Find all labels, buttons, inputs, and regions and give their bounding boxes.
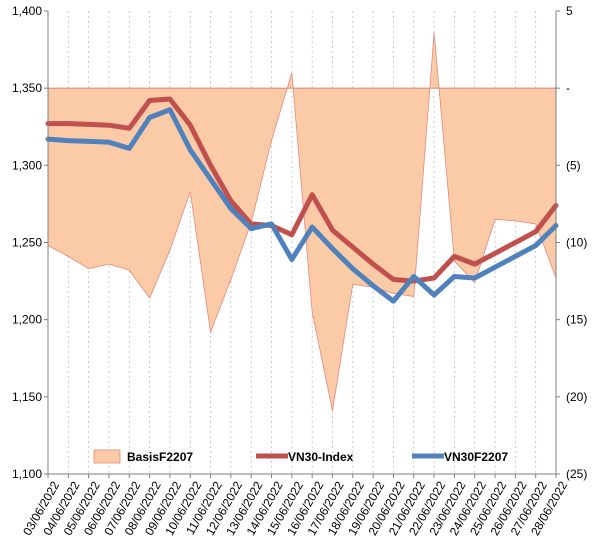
legend-label-basis: BasisF2207: [127, 450, 193, 464]
series-line-vn30-index: [45, 96, 559, 284]
legend-label-vn30f2207: VN30F2207: [444, 450, 508, 464]
left-tick-label: 1,300: [12, 158, 42, 172]
left-tick-label: 1,350: [12, 81, 42, 95]
legend-item-basis[interactable]: BasisF2207: [93, 449, 193, 464]
left-tick-label: 1,400: [12, 4, 42, 18]
left-tick-label: 1,100: [12, 467, 42, 481]
legend-label-vn30-index: VN30-Index: [288, 450, 354, 464]
series-line-vn30f2207: [45, 107, 559, 304]
right-tick-label: 5: [566, 4, 573, 18]
right-tick-label: (25): [566, 467, 587, 481]
right-tick-label: (5): [566, 158, 581, 172]
left-tick-label: 1,250: [12, 236, 42, 250]
legend-item-vn30-index[interactable]: VN30-Index: [256, 450, 354, 464]
left-tick-label: 1,150: [12, 390, 42, 404]
right-tick-label: (15): [566, 313, 587, 327]
left-tick-label: 1,200: [12, 313, 42, 327]
right-tick-label: (10): [566, 236, 587, 250]
legend: BasisF2207 VN30-Index VN30F2207: [93, 449, 508, 464]
right-tick-label: (20): [566, 390, 587, 404]
legend-item-vn30f2207[interactable]: VN30F2207: [412, 450, 508, 464]
right-tick-label: -: [566, 81, 570, 95]
legend-swatch-basis: [93, 449, 121, 464]
series-area-basis: [47, 32, 557, 411]
